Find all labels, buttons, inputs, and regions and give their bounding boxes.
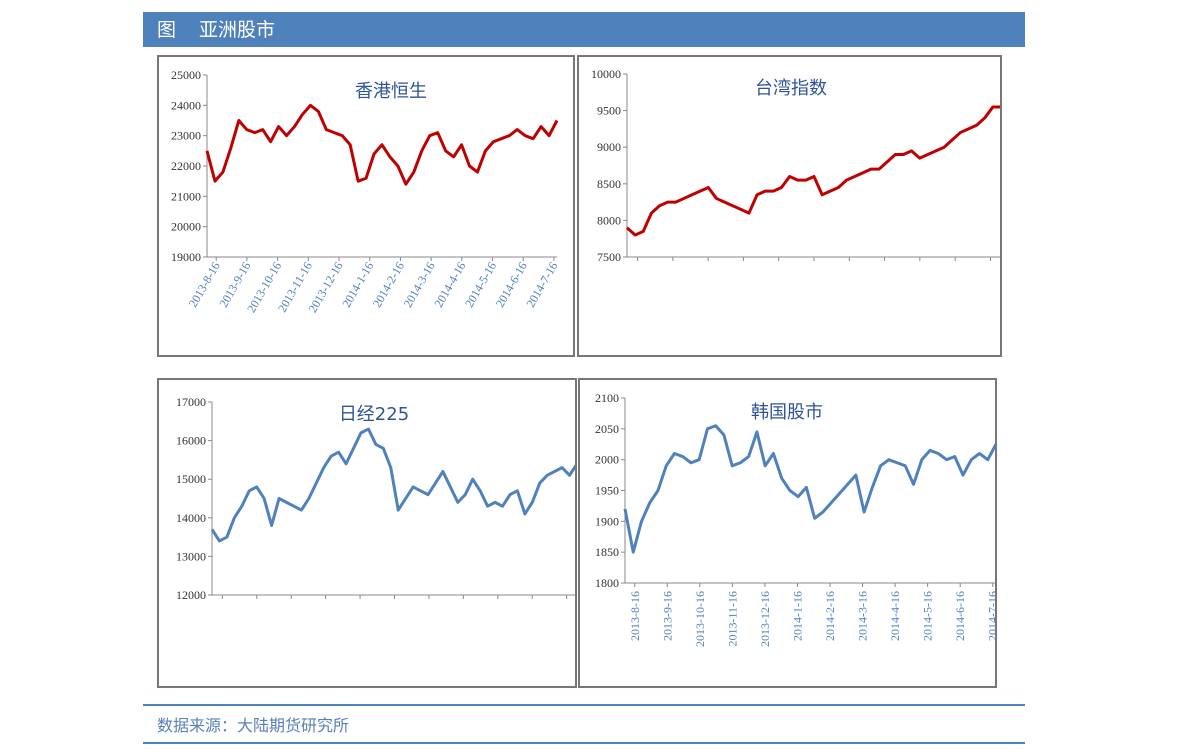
chart-title: 香港恒生 bbox=[355, 81, 427, 102]
y-tick-label: 8000 bbox=[597, 213, 621, 227]
chart-title: 日经225 bbox=[339, 404, 409, 425]
line-series bbox=[205, 103, 559, 186]
x-tick-label: 2014-4-16 bbox=[888, 591, 902, 641]
x-tick-label: 2014-7-16 bbox=[986, 591, 995, 641]
chart-box: 12000 13000 14000 15000 16000 17000 日经225 bbox=[157, 378, 577, 688]
y-tick-label: 2000 bbox=[595, 453, 619, 467]
y-tick-label: 25000 bbox=[171, 68, 201, 82]
x-tick-label: 2014-6-16 bbox=[953, 591, 967, 641]
x-tick-label: 2013-8-16 bbox=[628, 591, 642, 641]
y-tick-label: 9500 bbox=[597, 104, 621, 118]
chart: 12000 13000 14000 15000 16000 17000 日经225 bbox=[176, 395, 575, 602]
y-tick-label: 9000 bbox=[597, 140, 621, 154]
x-tick-label: 2013-12-16 bbox=[758, 591, 772, 647]
chart-box: 1800 1850 1900 1950 2000 2050 2100 韩国股市 2013-8-1… bbox=[578, 378, 997, 688]
x-tick-label: 2014-2-16 bbox=[823, 591, 837, 641]
x-tick-label: 2014-3-16 bbox=[856, 591, 870, 641]
source-note: 数据来源：大陆期货研究所 bbox=[157, 718, 350, 735]
y-tick-label: 1950 bbox=[595, 484, 619, 498]
header-bar: 图 亚洲股市 bbox=[143, 12, 1025, 47]
footer: 数据来源：大陆期货研究所 bbox=[143, 704, 1025, 744]
chart-title: 韩国股市 bbox=[751, 402, 823, 423]
y-tick-label: 22000 bbox=[171, 159, 201, 173]
y-tick-label: 1900 bbox=[595, 514, 619, 528]
x-tick-label: 2014-1-16 bbox=[790, 591, 804, 641]
chart-box: 19000 20000 21000 22000 23000 24000 25000 香港恒生 2… bbox=[157, 55, 575, 357]
y-tick-label: 21000 bbox=[171, 189, 201, 203]
line-series bbox=[625, 105, 1000, 237]
line-series bbox=[623, 424, 995, 554]
chart: 1800 1850 1900 1950 2000 2050 2100 韩国股市 2013-8-1… bbox=[595, 391, 995, 647]
y-tick-label: 19000 bbox=[171, 250, 201, 264]
x-tick-label: 2013-10-16 bbox=[693, 591, 707, 647]
chart-box: 7500 8000 8500 9000 9500 10000 台湾指数 bbox=[577, 55, 1002, 357]
y-tick-label: 16000 bbox=[176, 434, 206, 448]
chart: 19000200002100022000230002400025000香港恒生2… bbox=[171, 68, 561, 315]
y-tick-label: 10000 bbox=[591, 67, 621, 81]
y-tick-label: 17000 bbox=[176, 395, 206, 409]
y-tick-label: 2050 bbox=[595, 422, 619, 436]
y-tick-label: 7500 bbox=[597, 250, 621, 264]
y-tick-label: 14000 bbox=[176, 511, 206, 525]
x-tick-label: 2013-11-16 bbox=[725, 591, 739, 647]
y-tick-label: 1850 bbox=[595, 545, 619, 559]
x-tick-label: 2014-5-16 bbox=[921, 591, 935, 641]
header-label: 图 bbox=[157, 19, 177, 41]
chart: 7500 8000 8500 9000 9500 10000 台湾指数 bbox=[591, 67, 1000, 264]
y-tick-label: 8500 bbox=[597, 177, 621, 191]
y-tick-label: 1800 bbox=[595, 576, 619, 590]
chart-title: 台湾指数 bbox=[755, 78, 827, 99]
y-tick-label: 24000 bbox=[171, 98, 201, 112]
y-tick-label: 12000 bbox=[176, 588, 206, 602]
y-tick-label: 2100 bbox=[595, 391, 619, 405]
y-tick-label: 15000 bbox=[176, 472, 206, 486]
y-tick-label: 13000 bbox=[176, 549, 206, 563]
header-title: 亚洲股市 bbox=[199, 19, 276, 41]
line-series bbox=[210, 427, 575, 543]
y-tick-label: 23000 bbox=[171, 129, 201, 143]
x-tick-label: 2013-9-16 bbox=[660, 591, 674, 641]
y-tick-label: 20000 bbox=[171, 220, 201, 234]
